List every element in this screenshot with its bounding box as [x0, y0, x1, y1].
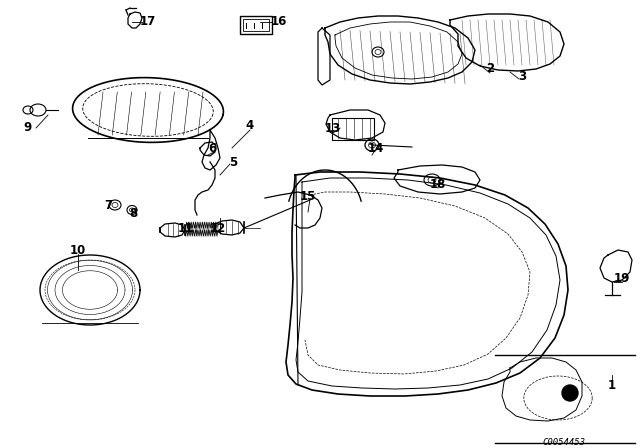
Text: 12: 12	[210, 221, 226, 234]
Text: 13: 13	[325, 121, 341, 134]
Text: C0054453: C0054453	[543, 438, 586, 447]
Circle shape	[562, 385, 578, 401]
Text: 8: 8	[129, 207, 137, 220]
Text: 4: 4	[246, 119, 254, 132]
Text: 10: 10	[70, 244, 86, 257]
Text: 19: 19	[614, 271, 630, 284]
Text: 14: 14	[368, 142, 384, 155]
Text: 3: 3	[518, 69, 526, 82]
Text: 9: 9	[24, 121, 32, 134]
Text: 7: 7	[104, 198, 112, 211]
Text: 15: 15	[300, 190, 316, 202]
Text: 11: 11	[178, 221, 194, 234]
Text: 6: 6	[208, 142, 216, 155]
Text: 16: 16	[271, 14, 287, 27]
Text: 17: 17	[140, 14, 156, 27]
Text: 5: 5	[229, 155, 237, 168]
Text: 2: 2	[486, 61, 494, 74]
Text: 1: 1	[608, 379, 616, 392]
Text: 18: 18	[430, 177, 446, 190]
